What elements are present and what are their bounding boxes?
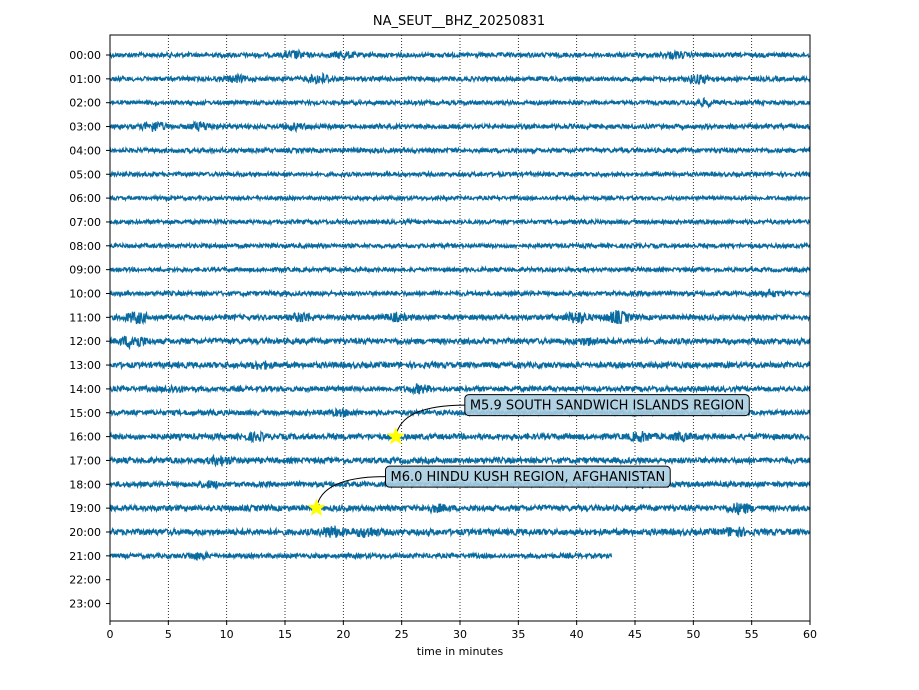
- trace-row-0900: [109, 265, 811, 275]
- chart-title: NA_SEUT__BHZ_20250831: [373, 14, 545, 29]
- y-tick-label: 05:00: [69, 168, 101, 181]
- y-tick-label: 14:00: [69, 383, 101, 396]
- trace-row-2000: [109, 525, 811, 538]
- y-tick-label: 17:00: [69, 454, 101, 467]
- y-tick-label: 20:00: [69, 526, 101, 539]
- event-label-box: [385, 465, 671, 488]
- trace-row-0500: [109, 169, 811, 179]
- x-tick-label: 50: [686, 628, 700, 641]
- x-tick-label: 55: [745, 628, 759, 641]
- x-tick-label: 60: [803, 628, 817, 641]
- y-tick-label: 09:00: [69, 264, 101, 277]
- y-tick-label: 16:00: [69, 431, 101, 444]
- y-tick-label: 04:00: [69, 144, 101, 157]
- y-tick-label: 08:00: [69, 240, 101, 253]
- y-tick-label: 06:00: [69, 192, 101, 205]
- trace-row-0000: [109, 48, 811, 62]
- x-axis-label: time in minutes: [417, 645, 504, 658]
- trace-row-0100: [109, 71, 811, 86]
- y-tick-label: 22:00: [69, 574, 101, 587]
- trace-row-1600: [109, 430, 811, 444]
- event-connector: [316, 476, 386, 509]
- y-tick-label: 15:00: [69, 407, 101, 420]
- trace-row-0700: [109, 217, 811, 227]
- x-axis-ticks: 0 5 10 15 20 25 30 35 40 45 50 55 60: [107, 621, 817, 641]
- trace-row-1900: [109, 502, 811, 516]
- event-connector: [395, 404, 465, 437]
- x-tick-label: 45: [628, 628, 642, 641]
- y-tick-label: 01:00: [69, 73, 101, 86]
- trace-row-0400: [109, 145, 811, 155]
- trace-row-0200: [109, 96, 811, 109]
- event-star-icon: [307, 498, 326, 517]
- x-tick-label: 20: [336, 628, 350, 641]
- trace-row-1000: [109, 288, 811, 299]
- x-tick-label: 0: [107, 628, 114, 641]
- y-tick-label: 11:00: [69, 311, 101, 324]
- y-tick-label: 12:00: [69, 335, 101, 348]
- trace-layer: [109, 48, 811, 562]
- x-tick-label: 30: [453, 628, 467, 641]
- event-annotations: M5.9 SOUTH SANDWICH ISLANDS REGION M6.0 H…: [307, 394, 750, 517]
- trace-row-1300: [109, 359, 811, 371]
- x-tick-label: 5: [165, 628, 172, 641]
- y-tick-label: 21:00: [69, 550, 101, 563]
- event-label: M5.9 SOUTH SANDWICH ISLANDS REGION: [470, 399, 744, 414]
- x-tick-label: 10: [220, 628, 234, 641]
- x-tick-label: 35: [511, 628, 525, 641]
- trace-row-1100: [109, 310, 811, 326]
- y-tick-label: 03:00: [69, 121, 101, 134]
- x-tick-label: 40: [570, 628, 584, 641]
- x-tick-label: 25: [395, 628, 409, 641]
- trace-row-2100: [109, 549, 613, 562]
- y-axis-ticks: 00:00 01:00 02:00 03:00 04:00 05:00 06:00 07:00…: [69, 49, 110, 611]
- y-tick-label: 07:00: [69, 216, 101, 229]
- y-tick-label: 02:00: [69, 97, 101, 110]
- trace-row-1400: [109, 383, 811, 396]
- event-label-box: [464, 394, 750, 417]
- trace-row-0800: [109, 241, 811, 251]
- y-tick-label: 18:00: [69, 478, 101, 491]
- trace-row-0600: [109, 193, 811, 203]
- y-tick-label: 13:00: [69, 359, 101, 372]
- trace-row-1700: [109, 453, 811, 468]
- y-tick-label: 23:00: [69, 598, 101, 611]
- y-tick-label: 00:00: [69, 49, 101, 62]
- x-tick-label: 15: [278, 628, 292, 641]
- trace-row-0300: [109, 120, 811, 134]
- y-tick-label: 10:00: [69, 288, 101, 301]
- event-label: M6.0 HINDU KUSH REGION, AFGHANISTAN: [391, 470, 666, 485]
- event-star-icon: [386, 426, 406, 445]
- trace-row-1200: [109, 335, 811, 351]
- y-tick-label: 19:00: [69, 502, 101, 515]
